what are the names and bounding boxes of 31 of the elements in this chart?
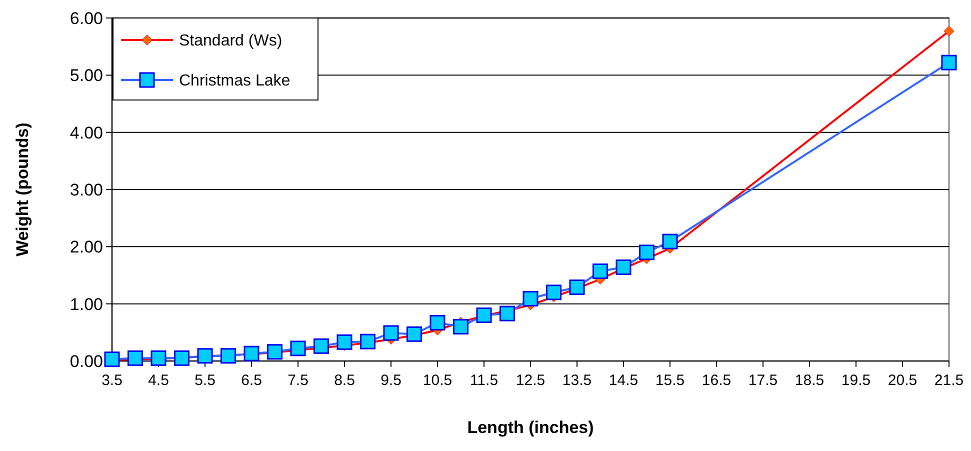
x-tick-label: 4.5: [148, 372, 169, 389]
x-tick-label: 3.5: [102, 372, 122, 389]
x-tick-label: 12.5: [516, 372, 546, 389]
x-tick-label: 17.5: [748, 372, 778, 389]
x-tick-label: 7.5: [288, 372, 308, 389]
y-tick-label: 3.00: [70, 180, 103, 200]
x-tick-label: 21.5: [934, 372, 964, 389]
y-axis-title: Weight (pounds): [13, 122, 32, 256]
y-tick-label: 4.00: [70, 123, 103, 142]
x-tick-label: 5.5: [194, 372, 216, 389]
x-tick-label: 9.5: [380, 372, 402, 389]
x-tick-label: 13.5: [562, 372, 592, 389]
y-tick-label: 6.00: [70, 8, 103, 28]
y-tick-label: 2.00: [70, 238, 103, 257]
x-tick-label: 19.5: [841, 372, 871, 389]
x-tick-label: 15.5: [655, 372, 685, 389]
x-tick-label: 20.5: [888, 372, 918, 389]
y-tick-label: 0.00: [70, 352, 103, 371]
x-axis-title: Length (inches): [467, 418, 594, 437]
x-tick-label: 16.5: [702, 372, 732, 389]
legend-label: Christmas Lake: [179, 72, 290, 90]
y-tick-label: 1.00: [70, 294, 103, 314]
x-tick-label: 14.5: [608, 372, 638, 389]
x-tick-label: 8.5: [334, 372, 355, 389]
x-tick-label: 18.5: [794, 372, 824, 389]
x-tick-label: 6.5: [241, 372, 262, 389]
point: [944, 26, 954, 36]
y-tick-label: 5.00: [70, 66, 103, 86]
x-tick-label: 10.5: [422, 372, 452, 389]
legend-label: Standard (Ws): [179, 32, 282, 50]
x-tick-label: 11.5: [470, 372, 498, 389]
